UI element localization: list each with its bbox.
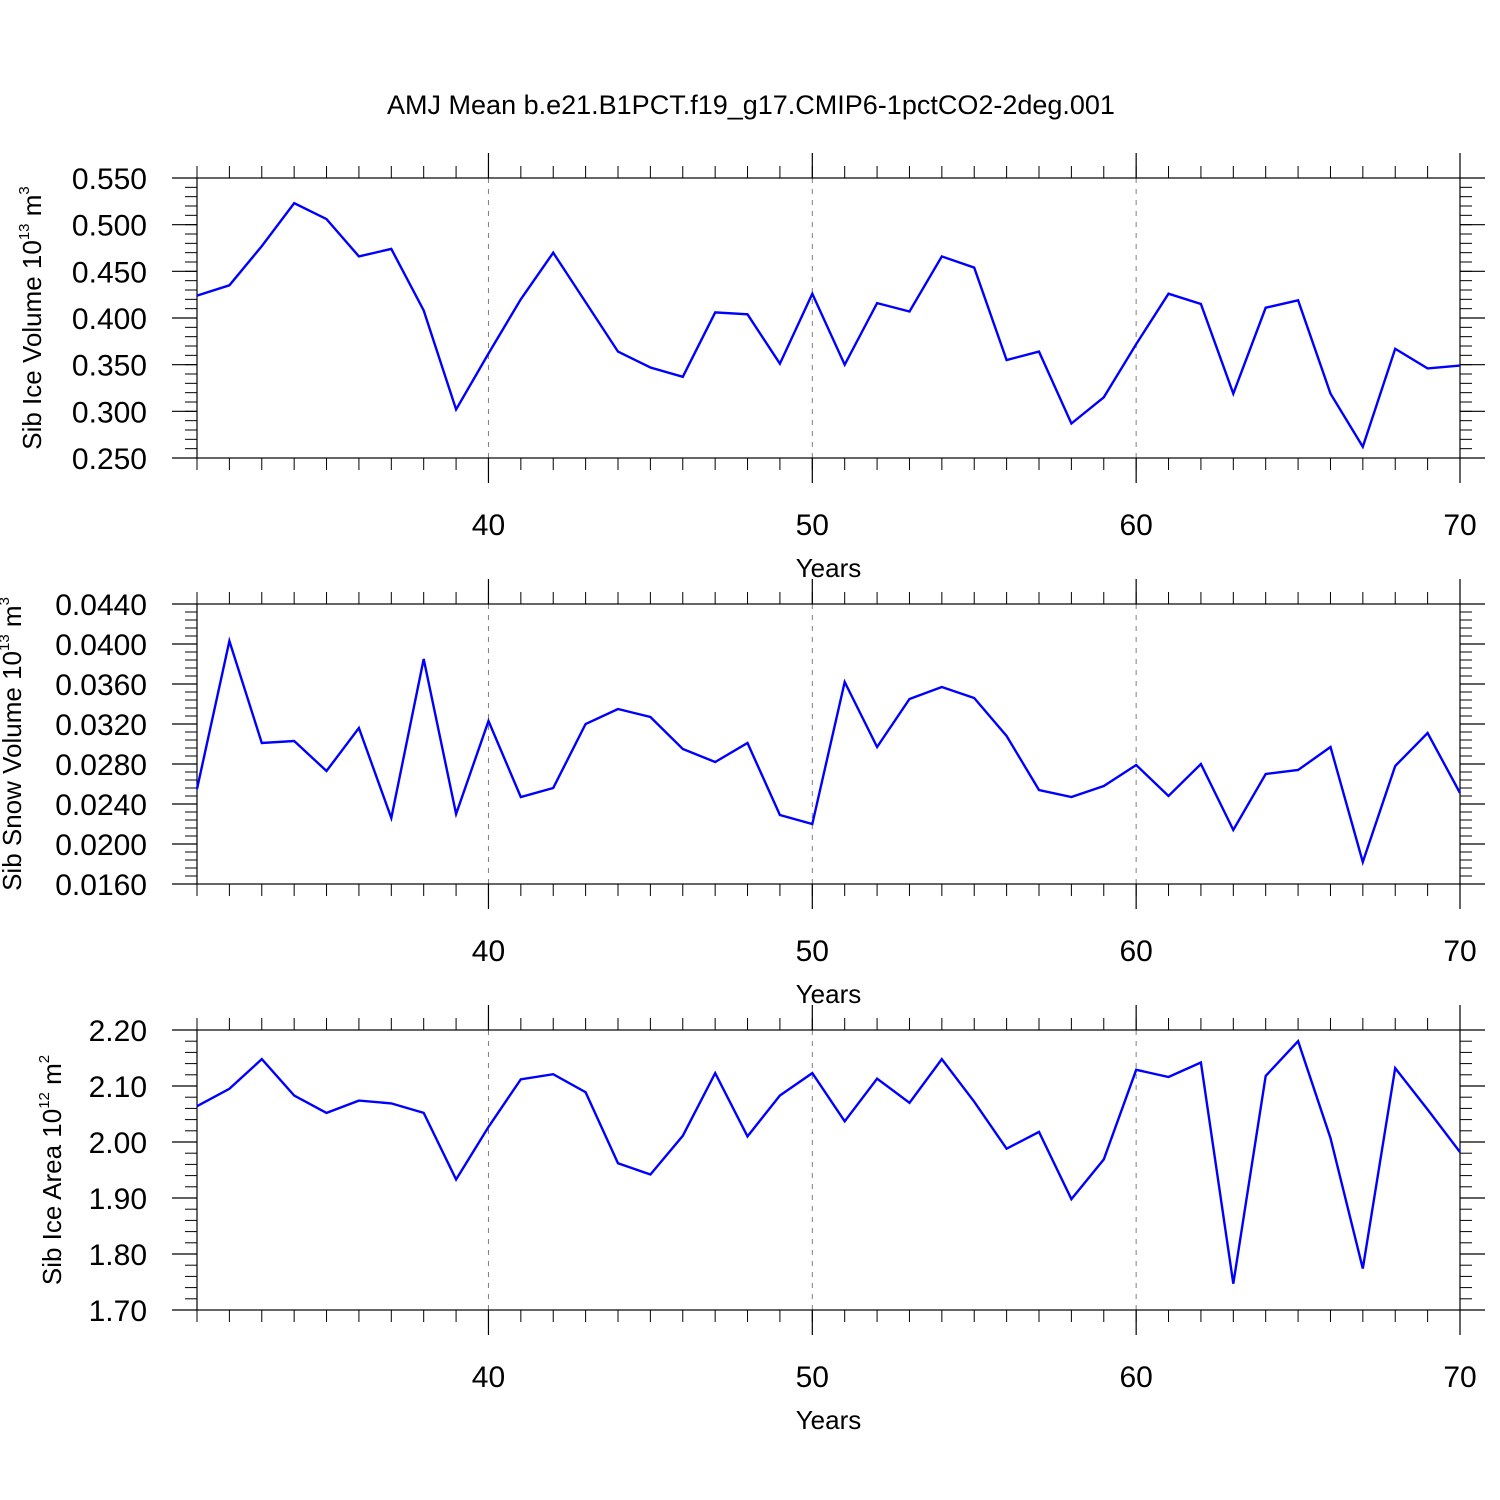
x-tick-label: 40	[472, 509, 505, 542]
y-tick-label: 2.10	[89, 1071, 147, 1104]
series-line	[195, 636, 1462, 867]
y-axis-title-text: Sib Ice Area 10	[37, 1109, 67, 1285]
y-axis-title: Sib Snow Volume 1013 m3	[0, 597, 27, 891]
y-axis-title: Sib Ice Area 1012 m2	[36, 1055, 67, 1285]
y-tick-label: 0.400	[72, 303, 147, 336]
y-tick-label: 0.0240	[55, 789, 147, 822]
y-axis-title-text: Sib Ice Volume 10	[17, 240, 47, 450]
x-tick-label: 40	[472, 935, 505, 968]
x-tick-label: 40	[472, 1361, 505, 1394]
y-axis-title-unit: m	[0, 605, 27, 634]
x-tick-label: 70	[1443, 509, 1476, 542]
y-tick-label: 2.00	[89, 1127, 147, 1160]
chart-panel-3: 40 50 60 70 1.70 1.80 1.90 2.00 2.10 2.20 Years Sib…	[36, 1005, 1485, 1435]
y-tick-label: 0.500	[72, 210, 147, 243]
x-tick-label: 60	[1119, 1361, 1152, 1394]
x-tick-label: 50	[796, 509, 829, 542]
y-tick-label: 0.300	[72, 396, 147, 429]
y-axis-title-exponent: 13	[16, 223, 33, 240]
y-tick-label: 0.0160	[55, 869, 147, 902]
series-line	[196, 201, 1461, 450]
x-axis-title: Years	[796, 553, 862, 583]
y-tick-label: 0.350	[72, 350, 147, 383]
y-tick-label: 0.0280	[55, 749, 147, 782]
y-axis-title-unit: m	[37, 1063, 67, 1092]
y-axis-title-unit: m	[17, 195, 47, 224]
x-tick-label: 70	[1443, 1361, 1476, 1394]
plot-frame	[196, 177, 1461, 459]
series-line	[196, 1038, 1461, 1284]
y-axis-title-exponent: 12	[36, 1092, 53, 1109]
x-tick-label: 60	[1119, 935, 1152, 968]
y-tick-label: 0.250	[72, 443, 147, 476]
x-tick-label: 50	[796, 1361, 829, 1394]
y-tick-label: 2.20	[89, 1015, 147, 1048]
y-tick-label: 0.0360	[55, 669, 147, 702]
y-tick-label: 0.0320	[55, 709, 147, 742]
chart-panel-1: 40 50 60 70 0.250 0.300 0.350 0.400 0.450 0.500 0.…	[16, 153, 1485, 583]
y-tick-label: 0.550	[72, 163, 147, 196]
x-axis-title: Years	[796, 979, 862, 1009]
chart-panel-2: 40 50 60 70 0.0160 0.0200 0.0240 0.0280 0.0320 0.…	[0, 579, 1485, 1009]
plot-frame	[196, 603, 1461, 885]
x-tick-label: 50	[796, 935, 829, 968]
y-axis-title-unit-exponent: 3	[0, 597, 13, 605]
x-tick-label: 70	[1443, 935, 1476, 968]
y-axis-title-unit-exponent: 2	[36, 1055, 53, 1063]
y-axis-title-unit-exponent: 3	[16, 186, 33, 194]
y-tick-label: 0.0440	[55, 589, 147, 622]
y-tick-label: 0.0200	[55, 829, 147, 862]
y-tick-label: 1.70	[89, 1295, 147, 1328]
x-tick-label: 60	[1119, 509, 1152, 542]
y-tick-label: 0.0400	[55, 629, 147, 662]
plot-frame	[196, 1029, 1461, 1311]
y-axis-title-exponent: 13	[0, 634, 13, 651]
x-axis-title: Years	[796, 1405, 862, 1435]
y-axis-title-text: Sib Snow Volume 10	[0, 651, 27, 891]
chart-title: AMJ Mean b.e21.B1PCT.f19_g17.CMIP6-1pctC…	[387, 90, 1115, 120]
y-tick-label: 1.80	[89, 1239, 147, 1272]
y-tick-label: 0.450	[72, 256, 147, 289]
y-tick-label: 1.90	[89, 1183, 147, 1216]
y-axis-title: Sib Ice Volume 1013 m3	[16, 186, 47, 450]
